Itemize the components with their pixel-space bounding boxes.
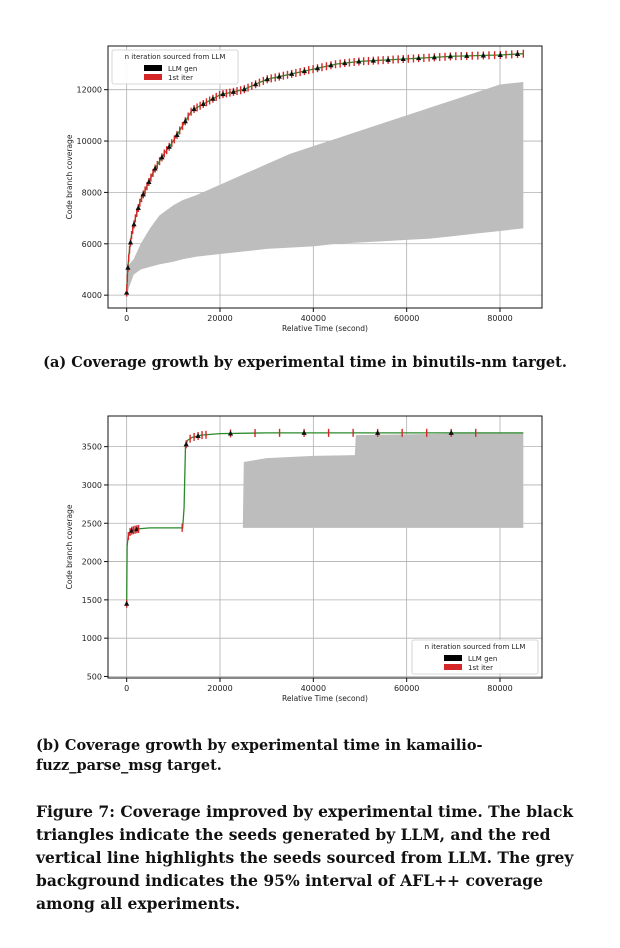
chart-a-legend-label: 1st iter [168,74,193,82]
chart-a-seed-triangle [140,191,146,197]
chart-b-ytick-label: 500 [87,672,102,681]
chart-a-seed-triangle [314,65,321,71]
chart-a-legend-label: LLM gen [168,65,197,73]
chart-a-seed-triangle [431,54,437,60]
chart-a-seed-triangle [301,68,308,74]
chart-b-xtick-label: 40000 [301,684,326,693]
chart-a-seed-triangle [385,56,391,62]
chart-a-seed-triangle [356,58,362,64]
chart-a-seed-triangle [497,51,503,57]
chart-a-ytick-label: 8000 [82,188,102,197]
chart-b-xtick-label: 60000 [394,684,419,693]
chart-a-seed-triangle [152,165,158,171]
chart-a-legend-title: n iteration sourced from LLM [125,53,226,61]
chart-b-ylabel: Code branch coverage [65,504,74,589]
chart-b-legend-swatch [444,664,462,670]
chart-a-ytick-label: 10000 [77,137,102,146]
chart-b-ytick-label: 1000 [82,634,102,643]
chart-a-legend-swatch [144,65,162,71]
chart-a-seed-triangle [166,143,172,149]
chart-a-seed-triangle [514,51,521,57]
chart-b-ytick-label: 2500 [82,519,102,528]
chart-b-ytick-label: 3500 [82,443,102,452]
chart-b-seed-triangle [227,430,234,436]
chart-a-seed-triangle [191,106,197,112]
chart-b-ytick-label: 3000 [82,481,102,490]
chart-b-svg: 0 20000 40000 60000 80000 500 1000 1500 2000 2500… [65,415,543,703]
chart-b-seed-triangle [301,429,307,435]
chart-a-xtick-label: 60000 [394,314,419,323]
chart-a-seed-triangle [182,118,188,124]
chart-b-legend-swatch [444,655,462,661]
chart-a-seed-triangle [159,154,165,160]
chart-b-xtick-label: 20000 [207,684,232,693]
chart-b-legend-box [411,639,539,675]
chart-a-seed-triangle [131,221,137,227]
chart-a-seed-triangle [464,52,470,58]
figure-caption: Figure 7: Coverage improved by experimen… [36,802,574,913]
chart-a-xlabel: Relative Time (second) [282,324,368,333]
chart-binutils-nm: 0 20000 40000 60000 80000 4000 6000 8000 10000 12… [0,38,620,338]
chart-a-ytick-label: 4000 [82,291,102,300]
chart-a-seed-triangle [125,264,131,270]
chart-a-seed-triangle [400,56,406,62]
chart-a-seed-triangle [135,204,141,210]
chart-b-seed-triangle [448,429,454,435]
chart-b-seed-triangle [183,441,189,447]
chart-a-seed-triangle [174,131,180,137]
chart-b-legend-label: 1st iter [468,664,493,672]
caption-a: (a) Coverage growth by experimental time… [43,354,567,371]
chart-a-seed-triangle [200,101,206,107]
chart-b-seed-markers [124,428,477,608]
chart-b-legend-label: LLM gen [468,655,497,663]
chart-b-ytick-label: 1500 [82,596,102,605]
chart-b-xtick-label: 0 [124,684,129,693]
chart-a-seed-triangle [253,81,259,87]
chart-b-legend-title: n iteration sourced from LLM [425,643,526,651]
caption-b: (b) Coverage growth by experimental time… [36,737,483,774]
chart-b-seed-triangle [375,429,381,435]
chart-a-xtick-label: 20000 [207,314,232,323]
chart-b-axes-frame [107,415,543,679]
chart-a-seed-triangle [276,73,282,79]
chart-a-seed-triangle [264,76,270,82]
chart-a-seed-triangle [210,95,216,101]
chart-a-xtick-label: 0 [124,314,129,323]
chart-a-seed-triangle [480,52,486,58]
chart-a-xtick-label: 40000 [301,314,326,323]
chart-b-interval-band [242,432,524,528]
chart-b-xtick-label: 80000 [487,684,512,693]
chart-a-seed-triangle [289,70,295,76]
chart-a-seed-markers [124,49,525,297]
chart-a-legend-swatch [144,74,162,80]
chart-a-seed-triangle [127,239,134,245]
chart-a-interval-band [126,81,524,298]
chart-a-seed-triangle [447,53,453,59]
chart-a-seed-triangle [328,62,334,68]
chart-a-svg: 0 20000 40000 60000 80000 4000 6000 8000 10000 12… [65,45,543,333]
chart-a-seed-triangle [370,57,376,63]
chart-kamailio: 0 20000 40000 60000 80000 500 1000 1500 2000 2500… [0,408,620,708]
chart-a-seed-triangle [230,88,237,94]
chart-a-legend-box [111,49,239,85]
chart-a-seed-triangle [416,55,422,61]
chart-a-seed-triangle [342,60,348,66]
chart-a-seed-triangle [241,86,247,92]
chart-a-xtick-label: 80000 [487,314,512,323]
chart-a-axes-frame [107,45,543,309]
chart-a-ylabel: Code branch coverage [65,134,74,219]
chart-b-seed-triangle [124,600,130,606]
chart-b-seed-triangle [195,432,201,438]
chart-a-ytick-label: 12000 [77,86,102,95]
chart-a-seed-triangle [146,178,152,184]
chart-b-ytick-label: 2000 [82,558,102,567]
chart-a-seed-triangle [124,289,130,295]
chart-a-seed-triangle [220,91,226,97]
chart-b-xlabel: Relative Time (second) [282,694,368,703]
chart-a-ytick-label: 6000 [82,240,102,249]
